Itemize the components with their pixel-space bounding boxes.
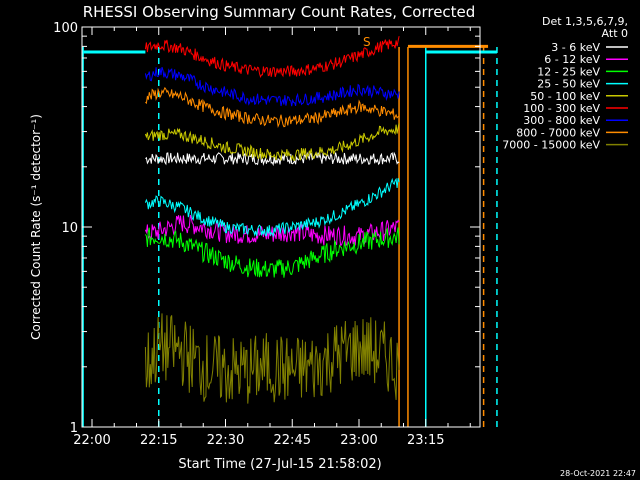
series-line-4	[144, 123, 400, 162]
series-line-3	[144, 177, 400, 238]
series-line-7	[145, 86, 400, 129]
x-tick-label: 22:45	[274, 433, 311, 448]
x-tick-label: 22:00	[73, 433, 110, 448]
legend-label-7: 800 - 7000 keV	[516, 126, 600, 139]
legend-label-3: 25 - 50 keV	[537, 78, 600, 91]
x-axis-label: Start Time (27-Jul-15 21:58:02)	[178, 457, 381, 472]
series-line-6	[144, 67, 400, 107]
series-lines	[144, 36, 400, 404]
y-axis-label: Corrected Count Rate (s⁻¹ detector⁻¹)	[29, 114, 43, 340]
x-axis-ticks: 22:00 22:15 22:30 22:45 23:00 23:15	[73, 27, 471, 448]
legend-label-1: 6 - 12 keV	[544, 53, 600, 66]
legend-header-line2: Att 0	[602, 27, 628, 40]
series-line-8	[144, 313, 400, 404]
legend-label-0: 3 - 6 keV	[551, 41, 600, 54]
legend-label-2: 12 - 25 keV	[537, 65, 600, 78]
series-line-1	[144, 214, 400, 246]
footer-timestamp: 28-Oct-2021 22:47	[560, 469, 636, 478]
x-tick-label: 23:00	[340, 433, 377, 448]
x-tick-label: 22:30	[207, 433, 244, 448]
horizontal-markers	[83, 44, 497, 54]
legend-label-5: 100 - 300 keV	[523, 102, 600, 115]
y-axis-ticks: 1 10 100	[53, 21, 480, 436]
legend-label-4: 50 - 100 keV	[530, 90, 600, 103]
legend-label-6: 300 - 800 keV	[523, 114, 600, 127]
y-tick-label: 100	[53, 21, 78, 36]
legend-label-8: 7000 - 15000 keV	[502, 139, 600, 152]
series-line-0	[145, 151, 400, 167]
series-line-2	[144, 227, 400, 278]
x-tick-label: 22:15	[140, 433, 177, 448]
y-tick-label: 10	[61, 221, 78, 236]
chart-title: RHESSI Observing Summary Count Rates, Co…	[83, 3, 476, 21]
annotation-s: S	[363, 35, 371, 49]
legend-header-line1: Det 1,3,5,6,7,9,	[542, 15, 628, 28]
x-tick-label: 23:15	[407, 433, 444, 448]
y-tick-label: 1	[70, 421, 78, 436]
series-line-5	[144, 36, 400, 78]
